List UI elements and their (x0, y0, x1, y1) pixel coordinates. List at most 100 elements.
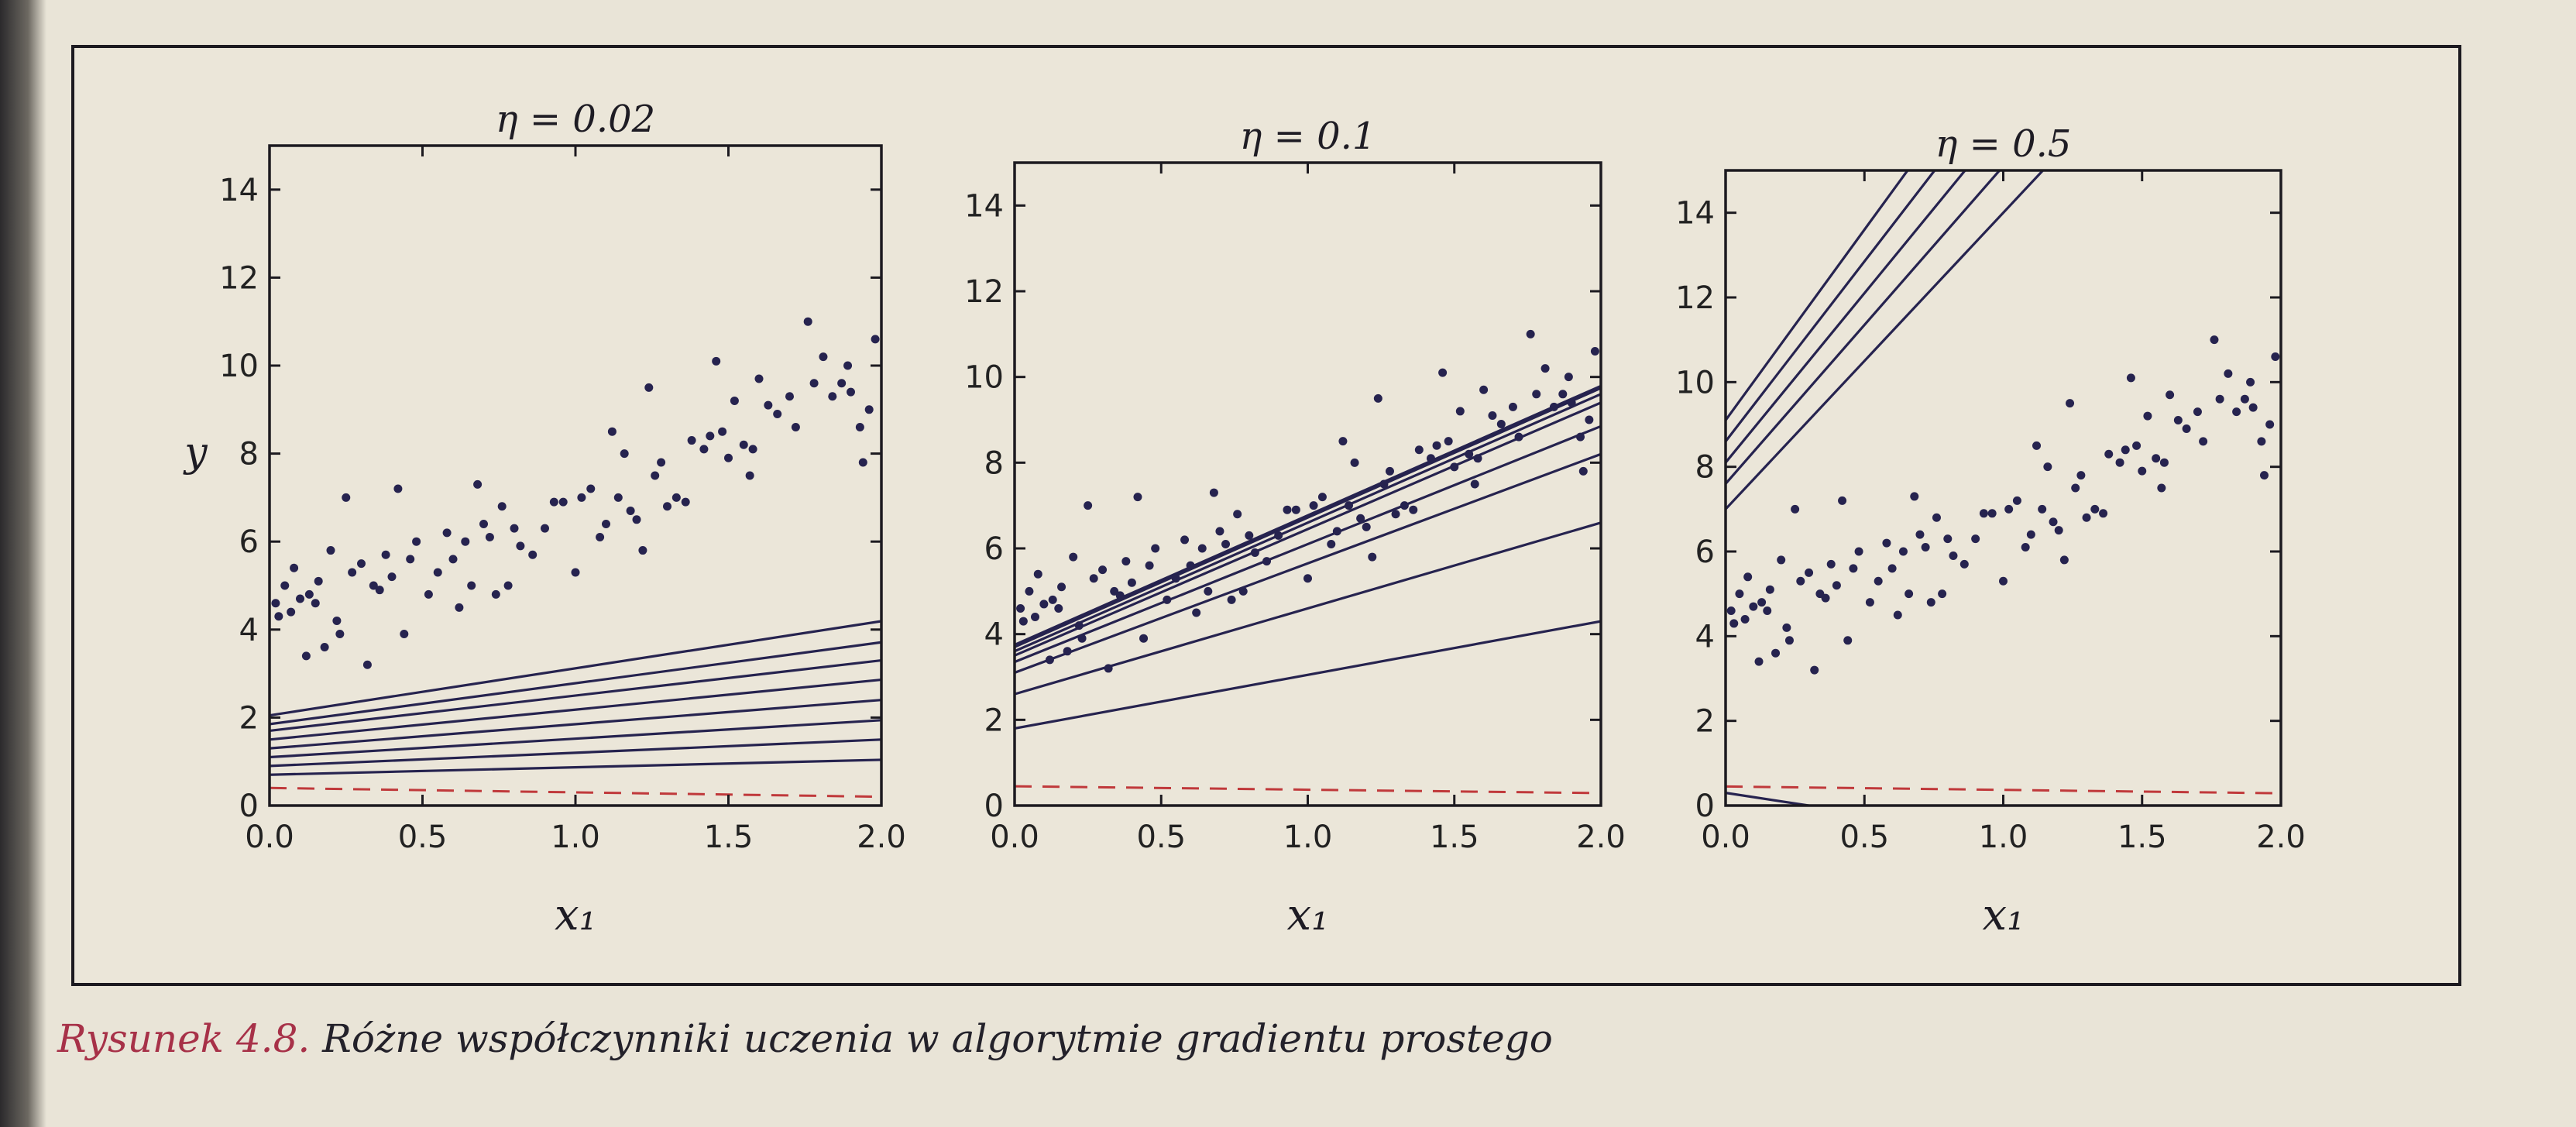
data-point (785, 392, 794, 401)
data-point (1921, 543, 1930, 552)
data-point (1470, 479, 1479, 489)
data-point (2182, 424, 2191, 433)
data-point (406, 555, 415, 564)
data-point (314, 576, 323, 586)
data-point (613, 493, 623, 502)
y-tick-label: 4 (239, 613, 259, 648)
data-point (1810, 665, 1819, 675)
data-point (803, 317, 812, 326)
data-point (1838, 496, 1847, 505)
data-point (1473, 454, 1482, 463)
data-point (2248, 403, 2258, 412)
y-tick-label: 8 (239, 437, 259, 472)
data-point (528, 550, 538, 559)
x-axis-label: x₁ (1286, 890, 1328, 940)
data-point (1250, 548, 1259, 558)
data-point (1057, 582, 1066, 592)
caption-label: Rysunek 4.8. (57, 1016, 311, 1061)
y-tick-label: 14 (219, 173, 259, 208)
data-point (516, 541, 525, 551)
data-point (424, 589, 433, 599)
data-point (1576, 432, 1585, 442)
data-point (1327, 539, 1336, 548)
data-point (1854, 547, 1863, 556)
data-point (2259, 471, 2269, 480)
data-point (2265, 420, 2275, 429)
figure-charts: 0 2 4 6 8 10 12 14 0.0 0.5 1.0 1.5 2.0 η = 0.02 x₁ y 0 2 4… (183, 98, 2306, 940)
data-point (2152, 454, 2161, 463)
prediction-line (1015, 401, 1601, 657)
data-point (1887, 564, 1897, 573)
data-point (1033, 569, 1042, 579)
data-point (1971, 534, 1980, 544)
data-point (1171, 574, 1180, 583)
data-point (304, 589, 314, 599)
data-point (1558, 390, 1568, 399)
data-point (1317, 493, 1327, 502)
data-point (1391, 510, 1400, 519)
data-point (847, 387, 855, 397)
data-point (1197, 544, 1207, 553)
x-tick-label: 1.0 (551, 819, 600, 855)
data-point (1791, 504, 1800, 514)
data-point (2004, 504, 2014, 514)
data-point (1578, 466, 1588, 476)
x-tick-label: 2.0 (2256, 819, 2306, 855)
data-point (1438, 368, 1448, 377)
data-point (855, 423, 864, 432)
data-point (1514, 432, 1523, 442)
data-point (2232, 407, 2241, 417)
data-point (510, 524, 519, 533)
y-tick-label: 10 (1675, 365, 1715, 400)
data-point (1221, 539, 1231, 548)
data-point (1526, 329, 1535, 338)
data-point (1238, 586, 1248, 596)
initial-prediction-dashed-line (270, 786, 881, 799)
data-point (602, 519, 610, 528)
data-point (1409, 505, 1418, 514)
data-point (671, 493, 681, 502)
data-point (1045, 655, 1054, 665)
y-tick-label: 2 (984, 703, 1004, 738)
data-point (1821, 593, 1830, 603)
x-tick-label: 0.0 (245, 819, 294, 855)
prediction-line (270, 699, 881, 750)
data-point (1121, 557, 1131, 566)
data-point (1414, 445, 1424, 455)
data-point (1356, 514, 1365, 523)
data-point (681, 497, 690, 507)
data-point (607, 427, 617, 436)
data-point (2224, 369, 2233, 378)
data-point (1999, 576, 2008, 586)
data-point (1865, 598, 1874, 607)
data-point (1227, 595, 1236, 604)
data-point (335, 629, 345, 638)
y-tick-label: 0 (984, 789, 1004, 824)
data-point (651, 471, 660, 480)
data-point (280, 581, 290, 590)
data-point (1796, 576, 1805, 586)
data-point (2257, 437, 2266, 446)
data-point (638, 546, 647, 555)
caption-text: Różne współczynniki uczenia w algorytmie… (310, 1016, 1553, 1061)
data-point (1025, 586, 1034, 596)
data-point (1373, 393, 1382, 403)
y-tick-label: 12 (964, 274, 1004, 310)
initial-prediction-dashed-line (1726, 785, 2281, 795)
data-point (1291, 505, 1300, 514)
data-point (2021, 543, 2030, 552)
data-point (706, 431, 715, 441)
data-point (858, 458, 867, 467)
data-point (1915, 530, 1925, 539)
data-point (1104, 664, 1113, 673)
data-point (663, 502, 671, 511)
data-point (326, 546, 335, 555)
data-point (1186, 561, 1195, 570)
initial-prediction-dashed-line (1015, 785, 1601, 795)
data-point (1048, 595, 1057, 604)
prediction-line (1015, 424, 1601, 664)
data-point (455, 603, 464, 612)
prediction-line (1726, 170, 1967, 464)
data-point (2082, 513, 2091, 522)
data-point (718, 427, 727, 436)
